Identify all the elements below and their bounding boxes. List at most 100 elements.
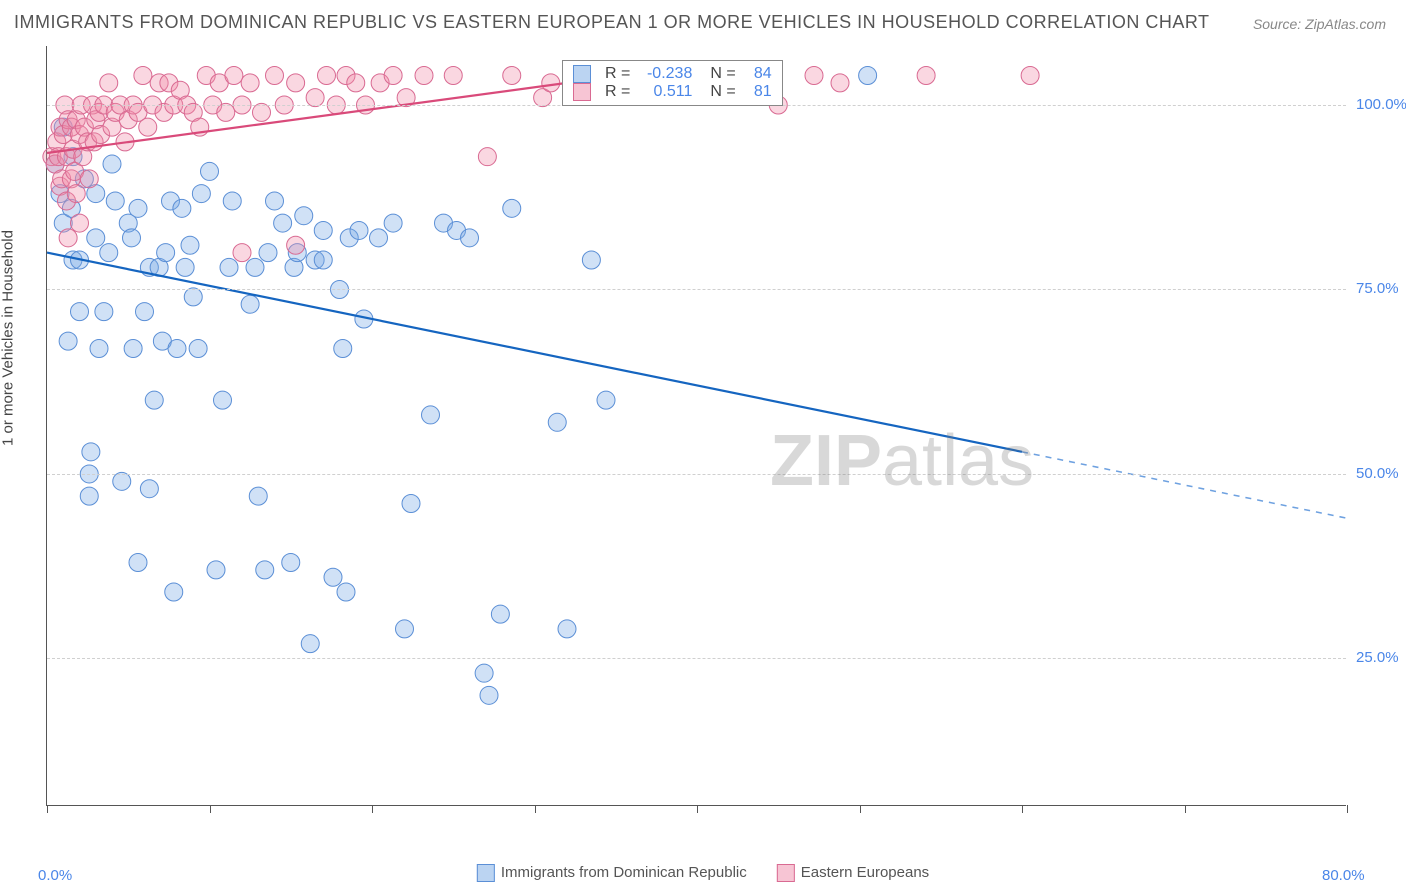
scatter-point xyxy=(233,244,251,262)
scatter-point xyxy=(124,340,142,358)
x-tick xyxy=(47,805,48,813)
chart-title: IMMIGRANTS FROM DOMINICAN REPUBLIC VS EA… xyxy=(14,12,1210,33)
gridline-h xyxy=(47,289,1346,290)
legend-swatch xyxy=(777,864,795,882)
scatter-point xyxy=(192,185,210,203)
scatter-point xyxy=(246,258,264,276)
scatter-point xyxy=(259,244,277,262)
x-tick xyxy=(210,805,211,813)
scatter-point xyxy=(491,605,509,623)
scatter-point xyxy=(370,229,388,247)
y-axis-label: 1 or more Vehicles in Household xyxy=(0,230,17,446)
r-label: R = xyxy=(605,65,630,83)
n-value: 81 xyxy=(744,83,772,101)
y-tick-label: 100.0% xyxy=(1356,96,1406,113)
scatter-point xyxy=(1021,67,1039,85)
legend-label: Eastern Europeans xyxy=(801,864,929,881)
source-label: Source: ZipAtlas.com xyxy=(1253,16,1386,32)
plot-svg xyxy=(47,46,1346,805)
scatter-point xyxy=(805,67,823,85)
scatter-point xyxy=(301,635,319,653)
scatter-point xyxy=(444,67,462,85)
scatter-point xyxy=(266,67,284,85)
scatter-point xyxy=(225,67,243,85)
n-value: 84 xyxy=(744,65,772,83)
scatter-point xyxy=(134,67,152,85)
x-tick xyxy=(1022,805,1023,813)
scatter-point xyxy=(103,155,121,173)
scatter-point xyxy=(71,214,89,232)
scatter-point xyxy=(337,583,355,601)
scatter-point xyxy=(214,391,232,409)
scatter-point xyxy=(831,74,849,92)
scatter-point xyxy=(295,207,313,225)
scatter-point xyxy=(318,67,336,85)
stat-swatch xyxy=(573,65,591,83)
scatter-point xyxy=(113,472,131,490)
scatter-point xyxy=(184,288,202,306)
scatter-point xyxy=(415,67,433,85)
scatter-point xyxy=(241,295,259,313)
scatter-point xyxy=(100,74,118,92)
scatter-point xyxy=(181,236,199,254)
scatter-point xyxy=(201,162,219,180)
scatter-point xyxy=(422,406,440,424)
scatter-point xyxy=(350,221,368,239)
scatter-point xyxy=(859,67,877,85)
scatter-point xyxy=(480,686,498,704)
stat-row: R = 0.511 N = 81 xyxy=(573,83,772,101)
scatter-point xyxy=(100,244,118,262)
scatter-point xyxy=(173,199,191,217)
stat-swatch xyxy=(573,83,591,101)
scatter-point xyxy=(256,561,274,579)
x-tick-label: 0.0% xyxy=(38,867,72,884)
scatter-point xyxy=(168,340,186,358)
scatter-point xyxy=(80,487,98,505)
scatter-point xyxy=(140,480,158,498)
scatter-point xyxy=(478,148,496,166)
scatter-point xyxy=(597,391,615,409)
gridline-h xyxy=(47,474,1346,475)
scatter-point xyxy=(136,303,154,321)
scatter-point xyxy=(558,620,576,638)
scatter-point xyxy=(165,583,183,601)
r-label: R = xyxy=(605,83,630,101)
x-tick-label: 80.0% xyxy=(1322,867,1365,884)
y-tick-label: 50.0% xyxy=(1356,465,1399,482)
scatter-point xyxy=(176,258,194,276)
n-label: N = xyxy=(710,83,735,101)
scatter-point xyxy=(253,103,271,121)
x-tick xyxy=(860,805,861,813)
scatter-point xyxy=(129,199,147,217)
x-tick xyxy=(372,805,373,813)
y-tick-label: 25.0% xyxy=(1356,649,1399,666)
scatter-point xyxy=(67,185,85,203)
scatter-point xyxy=(503,67,521,85)
scatter-point xyxy=(548,413,566,431)
scatter-point xyxy=(139,118,157,136)
scatter-point xyxy=(217,103,235,121)
x-tick xyxy=(697,805,698,813)
gridline-h xyxy=(47,658,1346,659)
scatter-point xyxy=(249,487,267,505)
r-value: 0.511 xyxy=(638,83,692,101)
scatter-point xyxy=(123,229,141,247)
scatter-point xyxy=(396,620,414,638)
x-tick xyxy=(1185,805,1186,813)
scatter-point xyxy=(266,192,284,210)
scatter-point xyxy=(189,340,207,358)
legend-label: Immigrants from Dominican Republic xyxy=(501,864,747,881)
scatter-point xyxy=(59,229,77,247)
plot-area xyxy=(46,46,1346,806)
scatter-point xyxy=(475,664,493,682)
scatter-point xyxy=(287,74,305,92)
scatter-point xyxy=(223,192,241,210)
scatter-point xyxy=(95,303,113,321)
scatter-point xyxy=(87,229,105,247)
scatter-point xyxy=(241,74,259,92)
scatter-point xyxy=(461,229,479,247)
scatter-point xyxy=(282,554,300,572)
stat-row: R =-0.238N =84 xyxy=(573,65,772,83)
scatter-point xyxy=(129,554,147,572)
scatter-point xyxy=(274,214,292,232)
